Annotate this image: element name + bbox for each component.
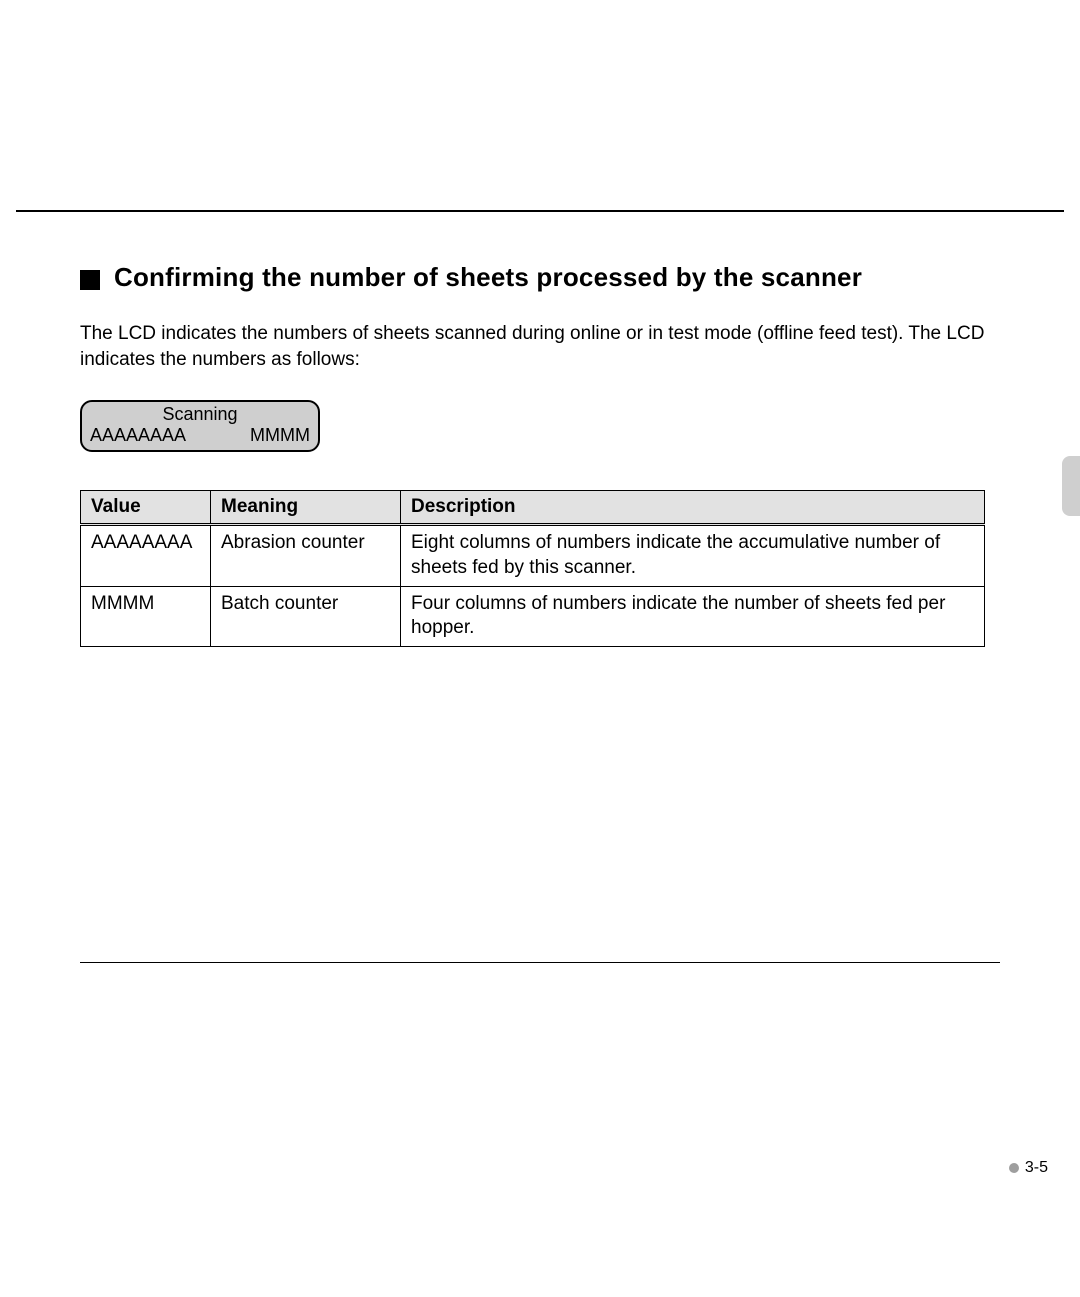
- side-tab: [1062, 456, 1080, 516]
- section-heading: Confirming the number of sheets processe…: [80, 262, 1000, 293]
- page-dot-icon: [1009, 1163, 1019, 1173]
- cell-value: MMMM: [81, 586, 211, 646]
- heading-text: Confirming the number of sheets processe…: [114, 262, 862, 293]
- table-row: MMMM Batch counter Four columns of numbe…: [81, 586, 985, 646]
- content-area: Confirming the number of sheets processe…: [80, 262, 1000, 647]
- cell-meaning: Abrasion counter: [211, 525, 401, 586]
- lcd-right-value: MMMM: [250, 425, 310, 446]
- col-header-description: Description: [401, 491, 985, 525]
- lcd-line-2: AAAAAAAA MMMM: [90, 425, 310, 446]
- col-header-value: Value: [81, 491, 211, 525]
- page-number: 3-5: [1009, 1159, 1048, 1177]
- lcd-display: Scanning AAAAAAAA MMMM: [80, 400, 320, 452]
- table-header-row: Value Meaning Description: [81, 491, 985, 525]
- lcd-left-value: AAAAAAAA: [90, 425, 186, 446]
- top-horizontal-rule: [16, 210, 1064, 212]
- cell-description: Four columns of numbers indicate the num…: [401, 586, 985, 646]
- heading-bullet-icon: [80, 270, 100, 290]
- cell-value: AAAAAAAA: [81, 525, 211, 586]
- lcd-line-1: Scanning: [90, 404, 310, 425]
- intro-paragraph: The LCD indicates the numbers of sheets …: [80, 321, 1000, 372]
- page-number-text: 3-5: [1025, 1159, 1048, 1177]
- cell-description: Eight columns of numbers indicate the ac…: [401, 525, 985, 586]
- cell-meaning: Batch counter: [211, 586, 401, 646]
- values-table: Value Meaning Description AAAAAAAA Abras…: [80, 490, 985, 647]
- col-header-meaning: Meaning: [211, 491, 401, 525]
- table-row: AAAAAAAA Abrasion counter Eight columns …: [81, 525, 985, 586]
- bottom-horizontal-rule: [80, 962, 1000, 963]
- page: Confirming the number of sheets processe…: [0, 0, 1080, 1297]
